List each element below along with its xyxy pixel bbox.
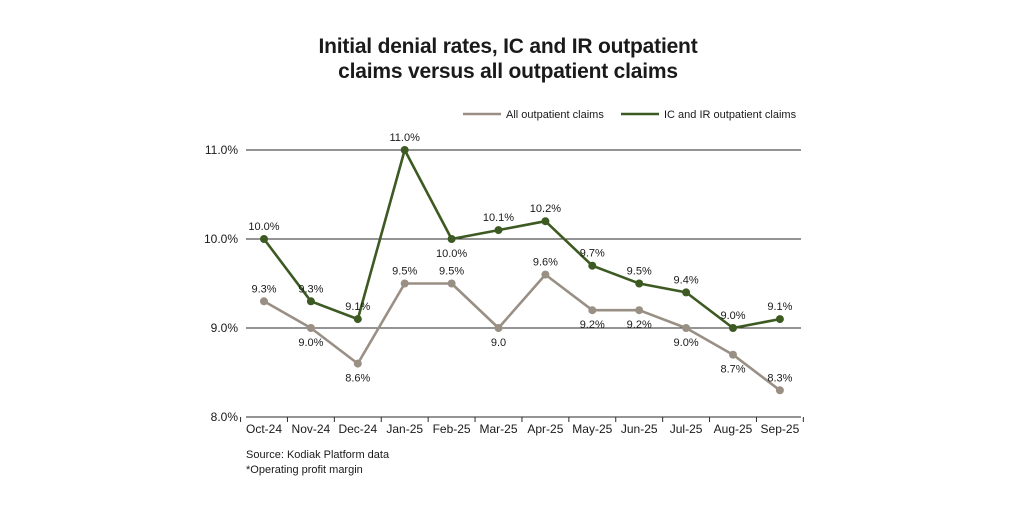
data-label-all: 9.6% <box>533 257 558 269</box>
data-label-all: 8.7% <box>720 364 745 376</box>
data-label-all: 9.5% <box>439 266 464 278</box>
data-point-ic_ir <box>588 261 597 270</box>
legend-item-all: All outpatient claims <box>463 109 604 121</box>
data-label-ic_ir: 9.0% <box>720 310 745 322</box>
data-label-ic_ir: 9.7% <box>580 248 605 260</box>
x-tick-label: Dec-24 <box>338 422 377 436</box>
data-label-all: 8.6% <box>345 373 370 385</box>
data-point-ic_ir <box>260 235 268 243</box>
data-point-all <box>729 350 737 359</box>
data-point-all <box>260 297 268 306</box>
legend-label-all: All outpatient claims <box>506 109 604 121</box>
axis-layer: 8.0% 9.0% 10.0% 11.0% Oct-24 Nov-24 Dec-24 Jan-… <box>204 143 804 436</box>
data-label-all: 9.0% <box>298 337 323 349</box>
data-point-ic_ir <box>729 324 737 332</box>
data-point-ic_ir <box>353 315 362 324</box>
data-label-layer: 9.3% 9.0% 8.6% 9.5% 9.5% 9.0 9.6% 9.2% 9.2% 9.0% 8… <box>248 132 792 385</box>
chart-title: Initial denial rates, IC and IR outpatie… <box>0 34 1016 84</box>
chart-title-line-1: Initial denial rates, IC and IR outpatie… <box>318 35 698 58</box>
legend-label-ic_ir: IC and IR outpatient claims <box>664 109 797 121</box>
data-label-ic_ir: 10.1% <box>483 212 514 224</box>
data-label-ic_ir: 9.1% <box>767 301 792 313</box>
series-all <box>260 270 784 395</box>
source-line: Source: Kodiak Platform data <box>246 449 390 461</box>
data-point-ic_ir <box>775 315 784 324</box>
data-label-ic_ir: 10.0% <box>248 221 279 233</box>
y-tick-label: 9.0% <box>211 321 239 335</box>
data-label-all: 9.0% <box>674 337 699 349</box>
x-tick-label: Nov-24 <box>292 422 331 436</box>
data-label-ic_ir: 10.0% <box>436 248 467 260</box>
y-tick-label: 8.0% <box>211 410 239 424</box>
data-label-ic_ir: 9.5% <box>627 266 652 278</box>
data-point-ic_ir <box>306 297 315 306</box>
data-point-all <box>775 386 784 395</box>
x-tick-label: Jun-25 <box>621 422 658 436</box>
data-point-all <box>353 359 362 368</box>
series-line-all <box>262 273 782 392</box>
data-point-all <box>541 270 550 279</box>
data-label-ic_ir: 9.1% <box>345 301 370 313</box>
series-ic_ir <box>260 146 784 332</box>
data-point-ic_ir <box>635 279 644 288</box>
data-label-all: 9.5% <box>392 266 417 278</box>
data-point-all <box>682 324 691 332</box>
data-point-ic_ir <box>494 226 503 235</box>
data-label-all: 9.3% <box>251 283 276 295</box>
chart-title-line-2: claims versus all outpatient claims <box>338 60 678 83</box>
data-point-all <box>635 306 644 315</box>
data-label-all: 9.2% <box>580 319 605 331</box>
x-tick-label: Sep-25 <box>761 422 800 436</box>
data-label-all: 9.2% <box>627 319 652 331</box>
data-point-all <box>588 306 597 315</box>
data-point-all <box>306 324 315 332</box>
x-tick-label: Oct-24 <box>246 422 282 436</box>
data-point-ic_ir <box>682 288 691 297</box>
y-tick-label: 11.0% <box>205 143 238 157</box>
x-tick-label: Apr-25 <box>527 422 563 436</box>
data-label-ic_ir: 10.2% <box>530 203 561 215</box>
y-tick-label: 10.0% <box>204 232 238 246</box>
x-tick-label: Feb-25 <box>433 422 471 436</box>
series-layer <box>260 146 784 395</box>
data-label-all: 8.3% <box>767 372 792 384</box>
data-label-ic_ir: 9.3% <box>298 283 323 295</box>
data-point-ic_ir <box>447 235 456 243</box>
x-tick-label: Mar-25 <box>479 422 517 436</box>
data-label-ic_ir: 11.0% <box>390 132 421 144</box>
x-tick-label: Jul-25 <box>670 422 703 436</box>
data-point-all <box>400 279 409 288</box>
data-point-all <box>494 324 503 332</box>
grid-layer <box>246 149 801 329</box>
legend-item-ic_ir: IC and IR outpatient claims <box>621 109 797 121</box>
footnote-line: *Operating profit margin <box>246 464 363 476</box>
series-line-ic_ir <box>262 148 782 330</box>
x-tick-label: May-25 <box>572 422 612 436</box>
data-point-ic_ir <box>541 217 550 226</box>
data-point-all <box>447 279 456 288</box>
data-label-all: 9.0 <box>491 337 506 349</box>
x-tick-label: Aug-25 <box>714 422 753 436</box>
legend: All outpatient claims IC and IR outpatien… <box>463 109 797 121</box>
x-tick-label: Jan-25 <box>386 422 423 436</box>
source-note: Source: Kodiak Platform data *Operating … <box>246 448 389 478</box>
data-point-ic_ir <box>400 146 409 154</box>
data-label-ic_ir: 9.4% <box>674 274 699 286</box>
